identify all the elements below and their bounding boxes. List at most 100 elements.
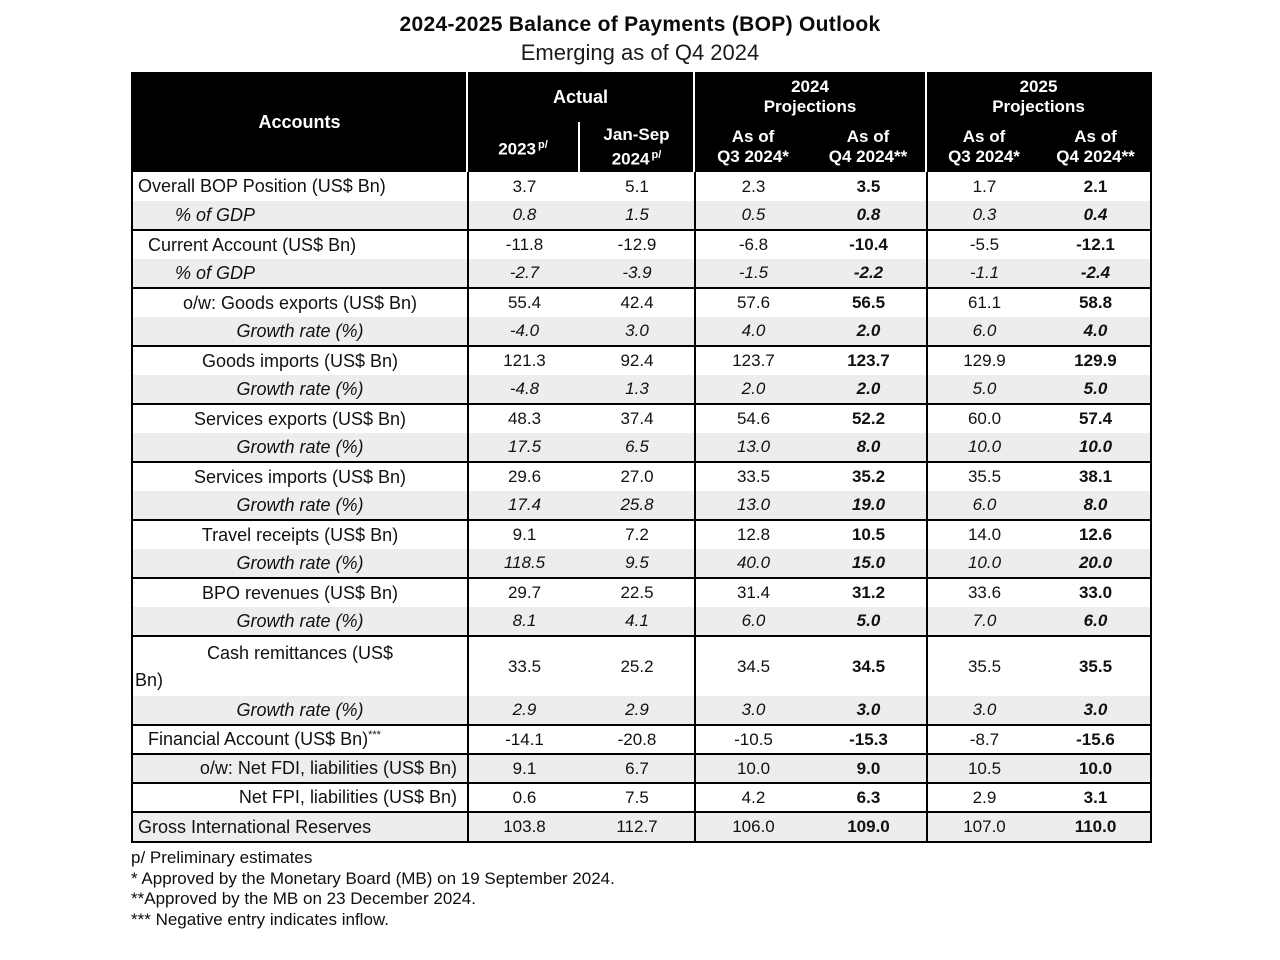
value-cell: 52.2 — [811, 403, 928, 433]
value-cell: 3.0 — [1083, 700, 1108, 719]
value-cell: 0.5 — [741, 205, 766, 224]
table-row: Financial Account (US$ Bn)*** -14.1 -20.8-… — [133, 724, 1150, 754]
value-cell: 9.1 — [468, 753, 580, 783]
header-line: As of — [731, 127, 775, 146]
value-cell: 10.0 — [695, 753, 811, 783]
value-cell: 38.1 — [1041, 461, 1150, 491]
table-row: Growth rate (%) 2.9 2.9 3.0 3.0 3.0 3.0 — [133, 696, 1150, 725]
account-label: o/w: Goods exports (US$ Bn) — [133, 287, 469, 317]
table-row: Growth rate (%) 8.1 4.1 6.0 5.0 7.0 6.0 — [133, 607, 1150, 636]
value-cell: -4.0 — [509, 321, 540, 340]
footnote: **Approved by the MB on 23 December 2024… — [131, 889, 476, 908]
value-cell: 4.2 — [695, 782, 811, 812]
account-label: Overall BOP Position (US$ Bn) — [133, 172, 469, 201]
value-cell: -15.3 — [811, 724, 928, 754]
value-cell: 2.0 — [811, 375, 928, 404]
value-cell: 7.0 — [972, 611, 997, 630]
value-cell: -8.7 — [927, 724, 1041, 754]
value-cell: 14.0 — [927, 519, 1041, 549]
table-row: Cash remittances (US$ Bn) 33.5 25.2 34.5 34.5… — [133, 635, 1150, 696]
table-row: o/w: Net FDI, liabilities (US$ Bn) 9.1 6.7… — [133, 753, 1150, 783]
value-cell: 5.1 — [580, 172, 696, 201]
value-cell: 10.0 — [967, 553, 1002, 572]
value-cell: 57.4 — [1041, 403, 1150, 433]
value-cell: 54.6 — [695, 403, 811, 433]
table-row: Growth rate (%) 17.4 25.8 13.0 19.0 6.0 8.0 — [133, 491, 1150, 520]
value-cell: 6.0 — [972, 321, 997, 340]
value-cell: 22.5 — [580, 577, 696, 607]
header-line: 2025 — [1019, 77, 1058, 96]
value-cell: -1.1 — [969, 263, 1000, 282]
value-cell: -3.9 — [580, 259, 696, 288]
value-cell: 2.9 — [927, 782, 1041, 812]
value-cell: -20.8 — [580, 724, 696, 754]
col-header-2025-asof-q4: As of Q4 2024** — [1041, 122, 1150, 172]
value-cell: 6.5 — [580, 433, 696, 462]
value-cell: 3.0 — [741, 700, 766, 719]
value-cell: 35.2 — [811, 461, 928, 491]
header-line: 2024 — [791, 77, 829, 96]
value-cell: 2.3 — [741, 176, 766, 196]
value-cell: 1.5 — [580, 201, 696, 230]
col-header-2024-projections: 2024 Projections — [695, 72, 927, 122]
value-cell: 7.5 — [580, 782, 696, 812]
value-cell: 31.4 — [695, 577, 811, 607]
value-cell: 0.3 — [972, 205, 997, 224]
value-cell: 40.0 — [736, 553, 771, 572]
value-cell: 13.0 — [736, 495, 771, 514]
value-cell: 27.0 — [580, 461, 696, 491]
value-cell: 106.0 — [695, 811, 811, 841]
value-cell: 9.5 — [580, 549, 696, 578]
value-cell: 9.1 — [468, 519, 580, 549]
table-row: Growth rate (%) 17.5 6.5 13.0 8.0 10.0 10.0 — [133, 433, 1150, 462]
value-cell: 109.0 — [811, 811, 928, 841]
value-cell: 4.1 — [580, 607, 696, 636]
value-cell: -6.8 — [695, 229, 811, 259]
value-cell: 1.3 — [580, 375, 696, 404]
value-cell: 8.0 — [811, 433, 928, 462]
value-cell: 33.0 — [1041, 577, 1150, 607]
value-cell: 10.5 — [927, 753, 1041, 783]
value-cell: 17.4 — [507, 495, 542, 514]
table-row: Overall BOP Position (US$ Bn) 3.7 5.1 2.3 3.… — [133, 172, 1150, 201]
header-line: Q4 2024** — [1056, 147, 1135, 166]
value-cell: 3.5 — [811, 172, 928, 201]
value-cell: -12.9 — [580, 229, 696, 259]
account-label: Growth rate (%) — [133, 433, 469, 462]
value-cell: 2.9 — [512, 700, 537, 719]
col-header-2024-asof-q4: As of Q4 2024** — [811, 122, 927, 172]
value-cell: 31.2 — [811, 577, 928, 607]
table-row: Growth rate (%) -4.8 1.3 2.0 2.0 5.0 5.0 — [133, 375, 1150, 404]
value-cell: 42.4 — [580, 287, 696, 317]
value-cell: 107.0 — [927, 811, 1041, 841]
account-label: Growth rate (%) — [133, 607, 469, 636]
value-cell: 56.5 — [811, 287, 928, 317]
table-row: % of GDP -2.7 -3.9 -1.5 -2.2 -1.1 -2.4 — [133, 259, 1150, 288]
value-cell: 5.0 — [1083, 379, 1108, 398]
value-cell: 9.0 — [811, 753, 928, 783]
col-header-2025-projections: 2025 Projections — [927, 72, 1150, 122]
bop-table: Accounts Actual 2024 Projections 2025 Pr… — [131, 72, 1152, 843]
header-line: Q3 2024* — [948, 147, 1020, 166]
value-cell: 37.4 — [580, 403, 696, 433]
table-row: Growth rate (%) -4.0 3.0 4.0 2.0 6.0 4.0 — [133, 317, 1150, 346]
value-cell: 6.7 — [580, 753, 696, 783]
account-label: Gross International Reserves — [133, 811, 469, 841]
account-label: Cash remittances (US$ Bn) — [133, 635, 469, 696]
table-row: Net FPI, liabilities (US$ Bn) 0.6 7.5 4.2 6.… — [133, 782, 1150, 812]
col-header-jansep-2024: Jan-Sep 2024 p/ — [580, 122, 695, 172]
value-cell: 6.0 — [741, 611, 766, 630]
value-cell: 2.9 — [580, 696, 696, 725]
value-cell: 0.8 — [811, 201, 928, 230]
value-cell: 25.8 — [580, 491, 696, 520]
header-line: 2024 p/ — [611, 148, 662, 169]
value-cell: 12.6 — [1041, 519, 1150, 549]
value-cell: 121.3 — [468, 345, 580, 375]
value-cell: 2.0 — [741, 379, 766, 398]
value-cell: 34.5 — [695, 635, 811, 696]
table-row: Growth rate (%) 118.5 9.5 40.0 15.0 10.0 20.0 — [133, 549, 1150, 578]
superscript: *** — [368, 729, 381, 741]
account-label: Financial Account (US$ Bn)*** — [133, 724, 469, 754]
value-cell: 35.5 — [927, 461, 1041, 491]
